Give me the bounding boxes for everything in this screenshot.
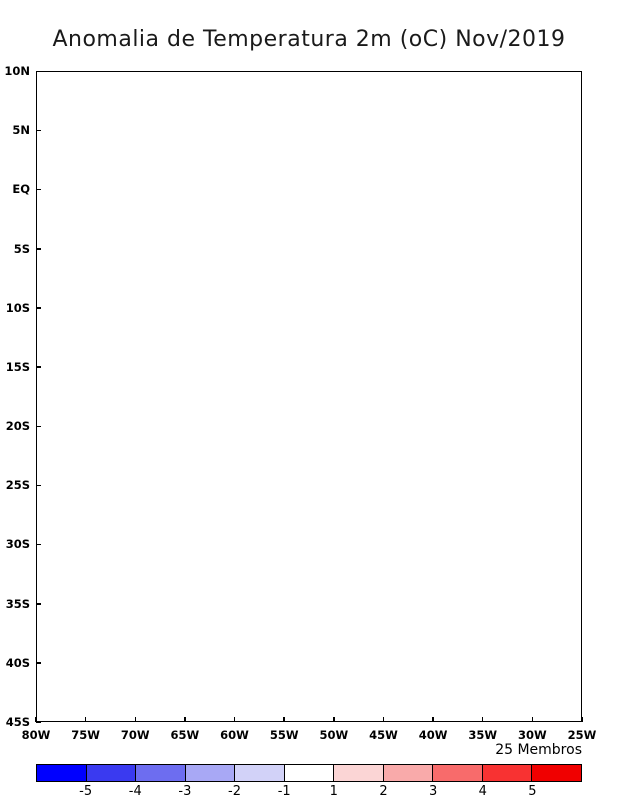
- x-axis-tick-label: 45W: [369, 728, 398, 742]
- x-axis-tick-mark: [184, 717, 186, 722]
- y-axis-tick-label: 20S: [5, 419, 30, 434]
- colorbar: [36, 764, 582, 782]
- y-axis-tick-mark: [36, 248, 41, 250]
- x-axis-tick-mark: [283, 717, 285, 722]
- x-axis-tick-label: 75W: [71, 728, 100, 742]
- colorbar-tick-label: -1: [277, 784, 291, 799]
- x-axis-tick-label: 55W: [269, 728, 299, 742]
- y-axis-tick-label: 25S: [5, 478, 30, 493]
- x-axis-tick-mark: [581, 717, 583, 722]
- x-axis-tick-label: 25W: [567, 728, 597, 742]
- colorbar-segment: [235, 765, 285, 781]
- y-axis-tick-mark: [36, 603, 41, 605]
- y-axis-tick-mark: [36, 543, 41, 546]
- x-axis-tick-label: 60W: [220, 728, 249, 742]
- page-title: Anomalia de Temperatura 2m (oC) Nov/2019: [52, 27, 566, 52]
- colorbar-tick-label: -5: [79, 784, 93, 799]
- y-axis-tick-mark: [36, 425, 41, 428]
- colorbar-tick-label: -2: [228, 784, 242, 799]
- colorbar-segment: [532, 765, 582, 781]
- colorbar-tick-label: 4: [478, 784, 487, 799]
- x-axis-tick-label: 70W: [120, 728, 150, 742]
- plot-frame: [36, 71, 582, 722]
- x-axis-tick-label: 30W: [518, 728, 547, 742]
- x-axis-tick-label: 80W: [21, 728, 51, 742]
- x-axis-tick-mark: [333, 717, 335, 722]
- y-axis-tick-mark: [36, 188, 41, 191]
- x-axis-tick-label: 50W: [319, 728, 349, 742]
- colorbar-tick-label: 5: [528, 784, 537, 799]
- x-axis-tick-mark: [432, 717, 434, 722]
- y-axis-tick-mark: [36, 129, 41, 132]
- x-axis-tick-label: 65W: [170, 728, 200, 742]
- x-axis-tick-mark: [84, 717, 87, 722]
- y-axis-tick-label: 15S: [5, 359, 30, 374]
- x-axis-tick-label: 40W: [418, 728, 448, 742]
- colorbar-segment: [383, 765, 434, 781]
- colorbar-tick-label: -4: [128, 784, 142, 799]
- map-plot-area: [36, 71, 582, 722]
- colorbar-tick-label: 3: [428, 784, 438, 799]
- colorbar-segment: [433, 765, 483, 781]
- colorbar-segment: [37, 765, 87, 781]
- y-axis-tick-mark: [36, 307, 41, 309]
- colorbar-segment: [185, 765, 236, 781]
- y-axis-tick-mark: [36, 366, 41, 368]
- colorbar-segment: [86, 765, 137, 781]
- y-axis-tick-label: 5S: [13, 241, 30, 256]
- colorbar-tick-label: 1: [329, 784, 338, 799]
- y-axis-tick-label: 40S: [5, 655, 30, 670]
- y-axis-tick-label: 45S: [5, 715, 30, 729]
- y-axis-tick-mark: [36, 662, 41, 664]
- y-axis-tick-mark: [36, 70, 41, 72]
- colorbar-segment: [334, 765, 384, 781]
- y-axis-tick-label: 10S: [5, 300, 30, 315]
- x-axis-tick-mark: [233, 717, 236, 722]
- y-axis-tick-label: EQ: [12, 182, 30, 197]
- y-axis-tick-mark: [36, 721, 41, 723]
- colorbar-tick-labels: -5 -4 -3 -2 -1 1 2 3 4 5: [36, 784, 582, 800]
- x-axis-tick-mark: [35, 717, 37, 722]
- x-axis-tick-mark: [134, 717, 137, 722]
- y-axis-tick-label: 5N: [12, 123, 30, 138]
- ensemble-members-label: 25 Membros: [495, 742, 582, 758]
- x-axis-tick-mark: [481, 717, 484, 722]
- x-axis-tick-mark: [531, 717, 534, 722]
- colorbar-segment: [136, 765, 186, 781]
- colorbar-segment: [482, 765, 533, 781]
- colorbar-tick-label: 2: [379, 784, 388, 799]
- y-axis-tick-label: 30S: [5, 537, 30, 552]
- y-axis-tick-label: 10N: [4, 64, 30, 78]
- y-axis-tick-label: 35S: [5, 596, 30, 611]
- y-axis-tick-mark: [36, 484, 41, 487]
- colorbar-tick-label: -3: [178, 784, 192, 799]
- colorbar-segment: [284, 765, 335, 781]
- x-axis-tick-label: 35W: [468, 728, 498, 742]
- x-axis-tick-mark: [382, 717, 385, 722]
